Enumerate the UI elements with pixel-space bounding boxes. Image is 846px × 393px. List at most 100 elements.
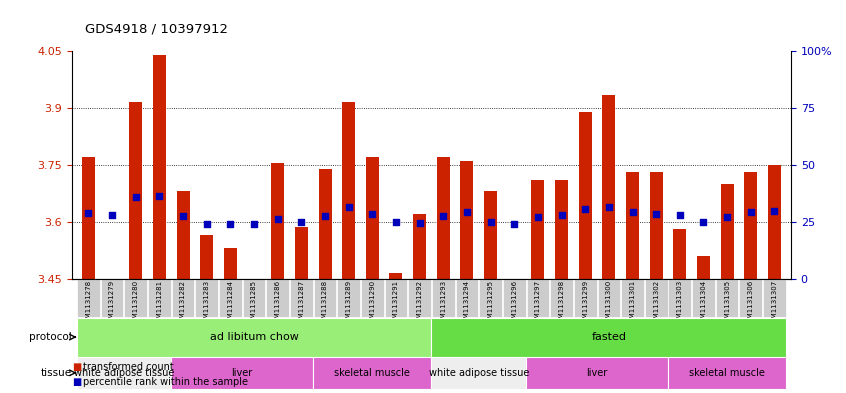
FancyBboxPatch shape	[574, 279, 596, 317]
Bar	[484, 191, 497, 279]
Text: GSM1131293: GSM1131293	[440, 280, 447, 327]
Text: protocol: protocol	[30, 332, 72, 342]
Bar	[177, 191, 190, 279]
Bar	[437, 157, 450, 279]
FancyBboxPatch shape	[195, 279, 218, 317]
Bar	[313, 356, 431, 389]
Bar	[389, 273, 403, 279]
Bar	[224, 248, 237, 279]
Point	[342, 204, 355, 210]
Text: GSM1131301: GSM1131301	[629, 280, 635, 327]
Point	[106, 212, 119, 219]
Text: GSM1131302: GSM1131302	[653, 280, 659, 327]
Text: GSM1131306: GSM1131306	[748, 280, 754, 327]
Text: GSM1131290: GSM1131290	[370, 280, 376, 327]
Text: GSM1131284: GSM1131284	[228, 280, 233, 327]
FancyBboxPatch shape	[479, 279, 502, 317]
Text: GSM1131285: GSM1131285	[251, 280, 257, 327]
Text: GSM1131296: GSM1131296	[511, 280, 517, 327]
Bar	[744, 173, 757, 279]
Point	[247, 221, 261, 228]
Point	[531, 214, 545, 220]
FancyBboxPatch shape	[266, 279, 289, 317]
Text: GSM1131295: GSM1131295	[487, 280, 493, 327]
Bar	[153, 55, 166, 279]
Text: ■: ■	[72, 362, 81, 373]
Text: white adipose tissue: white adipose tissue	[429, 368, 529, 378]
Text: GSM1131288: GSM1131288	[322, 280, 328, 327]
Point	[697, 219, 711, 226]
Text: GSM1131300: GSM1131300	[606, 280, 612, 327]
Text: skeletal muscle: skeletal muscle	[689, 368, 765, 378]
FancyBboxPatch shape	[172, 279, 195, 317]
Text: GSM1131291: GSM1131291	[393, 280, 399, 327]
Bar	[82, 157, 95, 279]
FancyBboxPatch shape	[77, 279, 100, 317]
FancyBboxPatch shape	[692, 279, 715, 317]
Text: GSM1131299: GSM1131299	[582, 280, 588, 327]
FancyBboxPatch shape	[526, 279, 549, 317]
Text: fasted: fasted	[591, 332, 626, 342]
Bar	[342, 102, 355, 279]
FancyBboxPatch shape	[763, 279, 786, 317]
Point	[82, 210, 96, 216]
Point	[223, 220, 237, 227]
Point	[555, 212, 569, 218]
Point	[437, 213, 450, 219]
Text: skeletal muscle: skeletal muscle	[334, 368, 410, 378]
Point	[744, 209, 757, 215]
FancyBboxPatch shape	[621, 279, 644, 317]
Bar	[721, 184, 733, 279]
Point	[579, 206, 592, 212]
Text: GSM1131282: GSM1131282	[180, 280, 186, 327]
Text: GSM1131305: GSM1131305	[724, 280, 730, 327]
FancyBboxPatch shape	[124, 279, 147, 317]
Bar	[77, 356, 171, 389]
Point	[484, 219, 497, 225]
FancyBboxPatch shape	[432, 279, 454, 317]
Text: GSM1131294: GSM1131294	[464, 280, 470, 327]
Text: GSM1131278: GSM1131278	[85, 280, 91, 327]
Text: tissue: tissue	[41, 368, 72, 378]
Bar	[431, 356, 526, 389]
Text: GSM1131289: GSM1131289	[346, 280, 352, 327]
FancyBboxPatch shape	[243, 279, 266, 317]
Bar	[531, 180, 545, 279]
Point	[460, 209, 474, 215]
Point	[176, 213, 190, 219]
Point	[673, 212, 687, 219]
Bar	[602, 95, 615, 279]
Bar	[555, 180, 568, 279]
Bar	[272, 163, 284, 279]
Point	[318, 213, 332, 219]
Point	[365, 211, 379, 217]
Bar	[650, 173, 662, 279]
Text: GSM1131292: GSM1131292	[416, 280, 423, 327]
FancyBboxPatch shape	[290, 279, 313, 317]
FancyBboxPatch shape	[338, 279, 360, 317]
Point	[602, 204, 616, 210]
FancyBboxPatch shape	[361, 279, 384, 317]
Point	[389, 219, 403, 226]
Point	[767, 208, 781, 214]
FancyBboxPatch shape	[645, 279, 667, 317]
Point	[626, 209, 640, 215]
FancyBboxPatch shape	[716, 279, 739, 317]
FancyBboxPatch shape	[101, 279, 124, 317]
Bar	[460, 161, 474, 279]
Bar	[295, 228, 308, 279]
Text: ■: ■	[72, 377, 81, 387]
Bar	[129, 102, 142, 279]
FancyBboxPatch shape	[550, 279, 573, 317]
FancyBboxPatch shape	[148, 279, 171, 317]
Bar	[768, 165, 781, 279]
Point	[413, 220, 426, 226]
FancyBboxPatch shape	[668, 279, 691, 317]
FancyBboxPatch shape	[314, 279, 337, 317]
Text: GSM1131297: GSM1131297	[535, 280, 541, 327]
Point	[508, 221, 521, 228]
Point	[721, 214, 734, 220]
Text: GSM1131286: GSM1131286	[275, 280, 281, 327]
Bar	[626, 173, 639, 279]
Text: GSM1131303: GSM1131303	[677, 280, 683, 327]
